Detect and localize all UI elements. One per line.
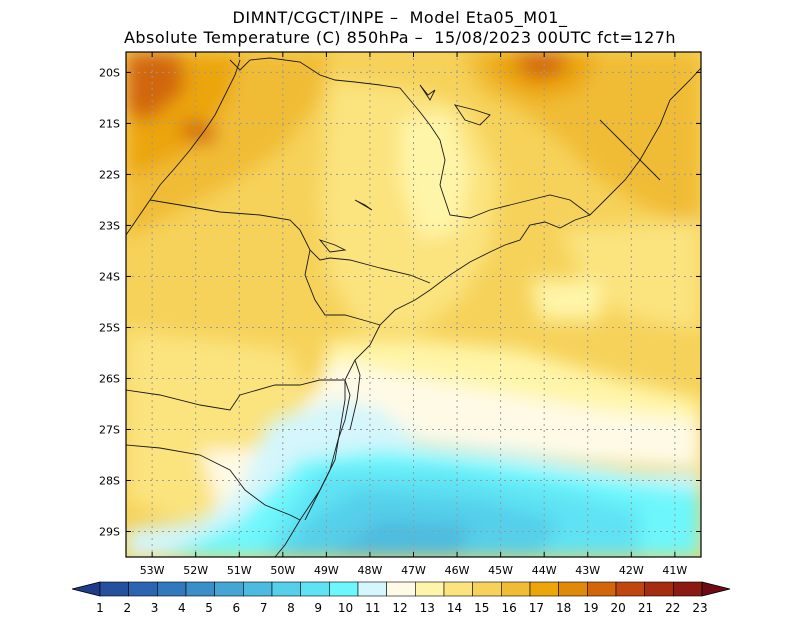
- colorbar-label: 4: [178, 601, 186, 615]
- lon-tick-label: 52W: [183, 564, 208, 577]
- colorbar-label: 6: [233, 601, 241, 615]
- colorbar-label: 15: [474, 601, 489, 615]
- colorbar-label: 23: [692, 601, 707, 615]
- colorbar-arrow-high: [701, 581, 731, 597]
- colorbar-label: 19: [583, 601, 598, 615]
- lon-tick-label: 51W: [227, 564, 252, 577]
- colorbar-swatch: [214, 581, 244, 597]
- colorbar-label: 9: [314, 601, 322, 615]
- lon-tick-label: 49W: [314, 564, 339, 577]
- colorbar-arrow-low: [71, 581, 101, 597]
- colorbar-swatch: [128, 581, 158, 597]
- colorbar-label: 13: [420, 601, 435, 615]
- state-border-ms-pr: [229, 57, 511, 219]
- colorbar-swatch: [99, 581, 129, 597]
- colorbar-label: 21: [638, 601, 653, 615]
- colorbar-swatch: [529, 581, 559, 597]
- state-border-rj-mg: [509, 194, 591, 216]
- lat-tick-label: 20S: [99, 66, 120, 79]
- colorbar-swatch: [415, 581, 445, 597]
- colorbar-label: 2: [123, 601, 131, 615]
- reservoir-2: [318, 239, 347, 253]
- lon-tick-label: 44W: [532, 564, 557, 577]
- lat-tick-label: 24S: [99, 270, 120, 283]
- colorbar-swatch: [558, 581, 588, 597]
- lat-tick-label: 28S: [99, 474, 120, 487]
- lon-tick-label: 43W: [575, 564, 600, 577]
- lat-tick-label: 25S: [99, 321, 120, 334]
- lon-tick-label: 46W: [445, 564, 470, 577]
- lon-tick-label: 42W: [619, 564, 644, 577]
- colorbar-label: 5: [205, 601, 213, 615]
- colorbar-swatch: [157, 581, 187, 597]
- chart-title-line-2: Absolute Temperature (C) 850hPa – 15/08/…: [123, 28, 677, 47]
- coastline: [274, 67, 701, 557]
- colorbar-label: 20: [611, 601, 626, 615]
- lon-tick-label: 45W: [488, 564, 513, 577]
- colorbar: 1 2 3 4 5 6 7 8 9 10 11 12 13 14 15 16 17 18 19 20 21 22 23: [71, 581, 731, 615]
- colorbar-label: 7: [260, 601, 268, 615]
- lon-tick-label: 50W: [270, 564, 295, 577]
- lat-tick-label: 27S: [99, 423, 120, 436]
- state-border-sp-pr: [304, 249, 381, 326]
- graticule-grid: [126, 52, 701, 557]
- colorbar-swatch: [386, 581, 416, 597]
- colorbar-label: 12: [392, 601, 407, 615]
- colorbar-label: 10: [338, 601, 353, 615]
- longitude-axis: 53W 52W 51W 50W 49W 48W 47W 46W 45W 44W 43W 42W 41W: [140, 52, 687, 577]
- colorbar-swatch: [243, 581, 273, 597]
- colorbar-swatch: [185, 581, 215, 597]
- state-border-sc-rs: [126, 444, 301, 521]
- lat-tick-label: 22S: [99, 168, 120, 181]
- lat-tick-label: 21S: [99, 117, 120, 130]
- colorbar-label: 11: [365, 601, 380, 615]
- lake-outline-2: [349, 359, 361, 431]
- colorbar-swatch: [615, 581, 645, 597]
- lake-outline: [304, 379, 351, 521]
- colorbar-label: 16: [501, 601, 516, 615]
- reservoir-1: [453, 104, 491, 126]
- lat-tick-label: 23S: [99, 219, 120, 232]
- lon-tick-label: 48W: [358, 564, 383, 577]
- reservoir-3: [354, 199, 373, 211]
- colorbar-swatch: [673, 581, 703, 597]
- colorbar-label: 22: [665, 601, 680, 615]
- chart-title-line-1: DIMNT/CGCT/INPE – Model Eta05_M01_: [232, 8, 568, 27]
- colorbar-label: 18: [556, 601, 571, 615]
- colorbar-label: 3: [151, 601, 159, 615]
- colorbar-label: 8: [287, 601, 295, 615]
- colorbar-swatch: [587, 581, 617, 597]
- colorbar-swatch: [472, 581, 502, 597]
- lon-tick-label: 41W: [662, 564, 687, 577]
- colorbar-label: 17: [529, 601, 544, 615]
- colorbar-swatch: [357, 581, 387, 597]
- state-border-es: [599, 119, 661, 181]
- state-border-pr-sc: [126, 379, 345, 411]
- colorbar-swatch: [329, 581, 359, 597]
- island-outline: [419, 84, 436, 101]
- colorbar-swatch: [271, 581, 301, 597]
- lat-tick-label: 26S: [99, 372, 120, 385]
- coastline-and-borders: [126, 57, 701, 557]
- state-border-west: [126, 59, 241, 236]
- lon-tick-label: 53W: [140, 564, 165, 577]
- colorbar-swatch: [644, 581, 674, 597]
- colorbar-label: 1: [96, 601, 104, 615]
- colorbar-swatch: [443, 581, 473, 597]
- temperature-field: [126, 52, 701, 557]
- colorbar-swatch: [501, 581, 531, 597]
- colorbar-label: 14: [447, 601, 462, 615]
- latitude-axis: 20S 21S 22S 23S 24S 25S 26S 27S 28S 29S: [99, 66, 701, 538]
- lat-tick-label: 29S: [99, 525, 120, 538]
- lon-tick-label: 47W: [401, 564, 426, 577]
- colorbar-swatch: [300, 581, 330, 597]
